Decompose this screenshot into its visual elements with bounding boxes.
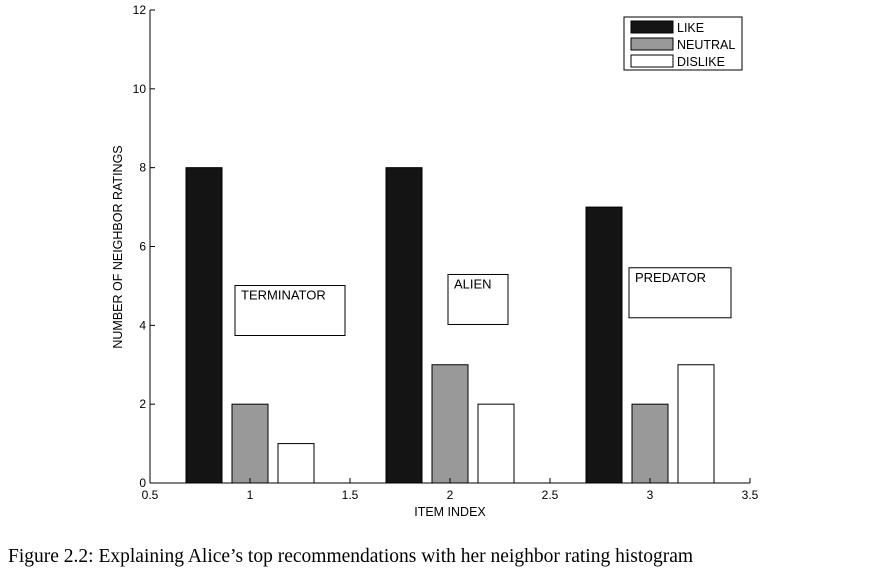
bar-dislike-item-3	[677, 364, 715, 484]
y-tick-label: 10	[133, 82, 147, 96]
annotation-box-terminator	[234, 285, 346, 337]
figure-caption: Figure 2.2: Explaining Alice’s top recom…	[8, 546, 694, 567]
annotation-box-predator	[628, 267, 732, 319]
bar-dislike-item-1	[277, 443, 315, 484]
y-tick-label: 6	[139, 240, 146, 254]
x-tick-label: 2	[447, 488, 454, 502]
x-tick-label: 1	[247, 488, 254, 502]
annotation-label-predator: PREDATOR	[635, 270, 706, 285]
annotations-group: TERMINATOR ALIEN PREDATOR	[234, 267, 732, 337]
axes-group: 0.5 1 1.5 2 2.5 3 3.5 0 2 4 6 8 10 12	[133, 3, 759, 502]
legend-swatch-dislike	[630, 54, 674, 68]
y-tick-label: 8	[139, 161, 146, 175]
x-tick-label: 2.5	[542, 488, 559, 502]
bar-like-item-1	[185, 167, 223, 484]
legend-label-dislike: DISLIKE	[677, 55, 725, 69]
y-tick-label: 2	[139, 397, 146, 411]
bar-neutral-item-3	[631, 403, 669, 484]
bar-dislike-item-2	[477, 403, 515, 484]
bar-like-item-2	[385, 167, 423, 484]
x-tick-label: 1.5	[342, 488, 359, 502]
x-axis-label: ITEM INDEX	[414, 505, 486, 519]
y-tick-label: 12	[133, 3, 147, 17]
legend: LIKE NEUTRAL DISLIKE	[623, 16, 743, 71]
bar-neutral-item-1	[231, 403, 269, 484]
annotation-label-alien: ALIEN	[454, 276, 492, 291]
bar-neutral-item-2	[431, 364, 469, 484]
legend-swatch-like	[630, 20, 674, 34]
legend-swatch-neutral	[630, 37, 674, 51]
y-tick-label: 0	[139, 476, 146, 490]
bar-like-item-3	[585, 206, 623, 484]
legend-label-neutral: NEUTRAL	[677, 38, 735, 52]
x-tick-label: 3.5	[742, 488, 759, 502]
x-tick-label: 3	[647, 488, 654, 502]
annotation-box-alien	[447, 273, 509, 325]
bars-group	[185, 167, 715, 484]
annotation-label-terminator: TERMINATOR	[241, 288, 326, 303]
y-tick-label: 4	[139, 318, 146, 332]
legend-label-like: LIKE	[677, 21, 704, 35]
y-axis-label: NUMBER OF NEIGHBOR RATINGS	[111, 145, 125, 348]
x-tick-label: 0.5	[142, 488, 159, 502]
